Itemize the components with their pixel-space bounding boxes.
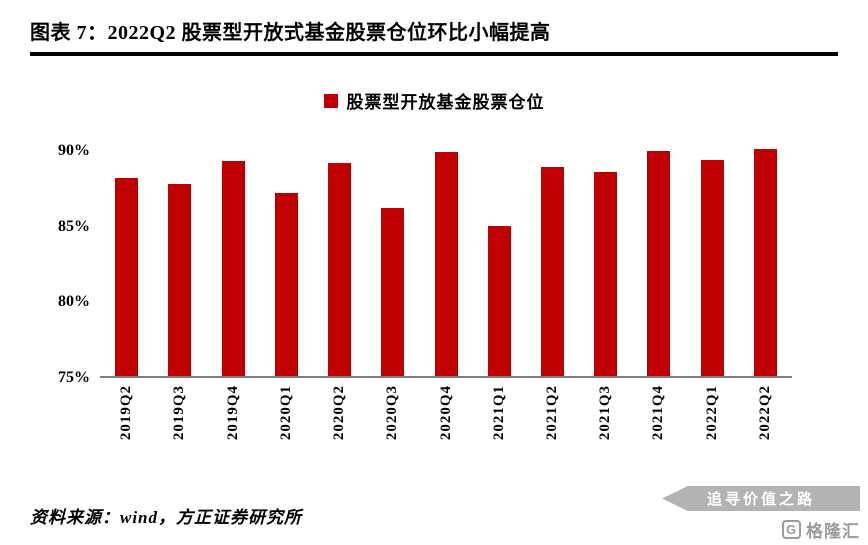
- x-tick-label: 2020Q3: [384, 385, 401, 441]
- bar-group: [366, 142, 419, 376]
- bar-group: [473, 142, 526, 376]
- x-tick-cell: 2021Q4: [632, 378, 685, 474]
- gelonghui-logo: G 格隆汇: [650, 517, 860, 542]
- bar-group: [206, 142, 259, 376]
- chart-legend: 股票型开放基金股票仓位: [0, 88, 868, 113]
- bar-2021Q1: [487, 226, 511, 376]
- bar-2022Q1: [700, 159, 724, 376]
- x-tick-label: 2022Q2: [756, 385, 773, 441]
- bar-chart: 75% 80% 85% 90% 2019Q2 2019Q3 2019Q4 2020Q1 202…: [30, 142, 792, 474]
- x-tick-cell: 2022Q2: [739, 378, 792, 474]
- x-tick-cell: 2021Q1: [473, 378, 526, 474]
- y-axis: 75% 80% 85% 90%: [30, 142, 100, 386]
- bar-2020Q4: [434, 152, 458, 376]
- x-tick-label: 2021Q3: [597, 385, 614, 441]
- bar-2019Q3: [168, 183, 192, 376]
- y-tick-label: 80%: [58, 293, 90, 311]
- x-tick-label: 2019Q3: [171, 385, 188, 441]
- bar-group: [739, 142, 792, 376]
- x-tick-cell: 2021Q3: [579, 378, 632, 474]
- watermark: 追寻价值之路 G 格隆汇: [650, 486, 860, 542]
- gelonghui-logo-icon: G: [782, 520, 801, 539]
- plot-wrap: 2019Q2 2019Q3 2019Q4 2020Q1 2020Q2 2020Q3 2020…: [100, 142, 792, 474]
- bar-2021Q2: [540, 167, 564, 376]
- watermark-banner: 追寻价值之路: [662, 486, 860, 511]
- x-tick-label: 2021Q1: [490, 385, 507, 441]
- y-tick-label: 85%: [58, 217, 90, 235]
- bar-2021Q3: [594, 171, 618, 376]
- bar-2019Q2: [115, 177, 139, 376]
- legend-label: 股票型开放基金股票仓位: [346, 93, 545, 112]
- x-tick-cell: 2019Q3: [153, 378, 206, 474]
- x-tick-label: 2020Q1: [277, 385, 294, 441]
- bar-2022Q2: [753, 149, 777, 376]
- x-tick-cell: 2021Q2: [526, 378, 579, 474]
- bar-2020Q3: [381, 208, 405, 376]
- bar-group: [686, 142, 739, 376]
- x-tick-cell: 2020Q1: [260, 378, 313, 474]
- bar-group: [260, 142, 313, 376]
- x-tick-cell: 2022Q1: [686, 378, 739, 474]
- x-tick-label: 2019Q2: [118, 385, 135, 441]
- x-tick-label: 2021Q4: [650, 385, 667, 441]
- y-tick-label: 75%: [58, 369, 90, 386]
- x-tick-cell: 2020Q3: [366, 378, 419, 474]
- gelonghui-logo-text: 格隆汇: [806, 522, 860, 541]
- x-tick-cell: 2020Q4: [419, 378, 472, 474]
- x-tick-label: 2022Q1: [703, 385, 720, 441]
- bar-2020Q2: [328, 162, 352, 376]
- bar-group: [313, 142, 366, 376]
- bar-group: [419, 142, 472, 376]
- x-tick-label: 2021Q2: [543, 385, 560, 441]
- bar-group: [153, 142, 206, 376]
- bar-group: [632, 142, 685, 376]
- y-tick-label: 90%: [58, 142, 90, 159]
- bar-2019Q4: [221, 161, 245, 376]
- x-tick-cell: 2019Q4: [206, 378, 259, 474]
- x-tick-cell: 2020Q2: [313, 378, 366, 474]
- bar-group: [526, 142, 579, 376]
- source-note: 资料来源：wind，方正证券研究所: [30, 508, 303, 527]
- legend-swatch: [323, 93, 338, 108]
- plot-area: [100, 142, 792, 378]
- x-tick-cell: 2019Q2: [100, 378, 153, 474]
- x-tick-label: 2019Q4: [224, 385, 241, 441]
- figure-title: 图表 7：2022Q2 股票型开放式基金股票仓位环比小幅提高: [30, 22, 551, 44]
- bar-group: [579, 142, 632, 376]
- x-tick-label: 2020Q2: [331, 385, 348, 441]
- bar-group: [100, 142, 153, 376]
- x-tick-label: 2020Q4: [437, 385, 454, 441]
- bar-2020Q1: [274, 192, 298, 376]
- title-underline: [30, 52, 838, 56]
- x-axis-labels: 2019Q2 2019Q3 2019Q4 2020Q1 2020Q2 2020Q3 2020…: [100, 378, 792, 474]
- bar-2021Q4: [647, 150, 671, 376]
